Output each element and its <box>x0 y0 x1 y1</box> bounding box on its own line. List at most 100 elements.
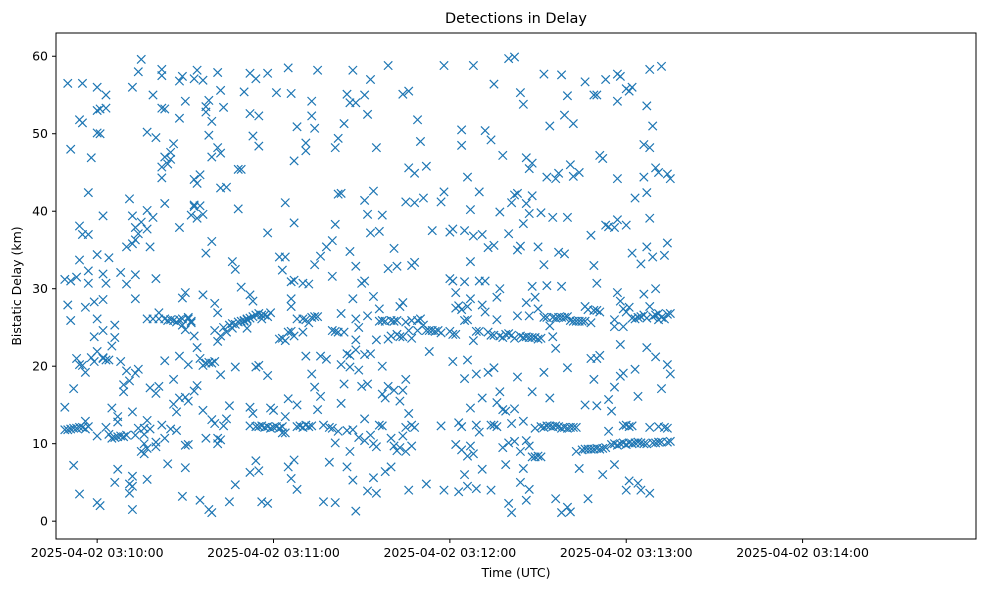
data-point <box>592 90 602 100</box>
data-point <box>274 423 285 433</box>
data-point <box>459 373 470 384</box>
data-point <box>468 60 479 71</box>
data-point <box>74 489 85 499</box>
data-point <box>142 205 152 216</box>
data-point <box>345 446 355 457</box>
data-point <box>383 381 393 391</box>
data-point <box>160 104 170 114</box>
data-point <box>398 89 408 99</box>
data-point <box>101 90 111 100</box>
data-point <box>330 143 340 153</box>
data-point <box>348 475 358 485</box>
data-point <box>92 105 102 116</box>
data-point <box>301 351 311 361</box>
data-point <box>248 296 258 306</box>
data-point <box>166 315 176 325</box>
data-point <box>339 327 349 337</box>
data-point <box>459 470 470 480</box>
data-point <box>612 96 623 106</box>
data-point <box>389 385 399 395</box>
data-point <box>198 290 208 300</box>
data-point <box>477 464 487 474</box>
data-point <box>465 205 476 215</box>
data-point <box>263 370 273 381</box>
data-point <box>436 421 446 431</box>
data-point <box>368 473 379 483</box>
data-point <box>257 497 267 507</box>
data-point <box>239 87 249 97</box>
data-point <box>354 365 364 375</box>
data-point <box>486 135 496 145</box>
data-point <box>556 281 567 292</box>
data-point <box>404 86 414 96</box>
data-point <box>612 215 623 225</box>
data-point <box>348 65 358 75</box>
data-point <box>130 235 140 245</box>
data-point <box>280 336 290 346</box>
data-point <box>180 96 190 106</box>
data-point <box>360 195 370 205</box>
data-point <box>504 329 514 339</box>
data-point <box>104 253 114 263</box>
data-point <box>254 360 264 371</box>
data-point <box>595 350 605 360</box>
data-point <box>636 259 646 269</box>
data-point <box>174 76 185 86</box>
data-point <box>151 388 161 398</box>
data-point <box>160 198 170 209</box>
data-point <box>107 341 117 351</box>
data-point <box>351 98 361 108</box>
data-point <box>598 443 608 453</box>
data-point <box>127 211 138 221</box>
data-point <box>63 300 73 310</box>
data-point <box>330 326 340 336</box>
y-tick-label: 20 <box>32 359 48 374</box>
data-point <box>166 424 176 434</box>
data-point <box>139 439 149 449</box>
data-point <box>527 332 537 343</box>
data-point <box>71 353 82 364</box>
data-point <box>207 116 217 126</box>
data-point <box>580 316 590 326</box>
data-point <box>551 343 561 354</box>
data-point <box>368 291 379 302</box>
data-point <box>301 138 311 148</box>
data-point <box>601 442 611 453</box>
data-point <box>492 315 502 325</box>
data-point <box>530 423 540 433</box>
data-point <box>336 398 346 409</box>
data-point <box>210 298 220 309</box>
data-point <box>321 354 332 364</box>
data-point <box>133 364 143 374</box>
data-point <box>562 212 573 223</box>
data-point <box>324 457 334 467</box>
data-point <box>101 103 111 113</box>
data-point <box>386 462 396 472</box>
x-tick-label: 2025-04-02 03:11:00 <box>207 545 340 560</box>
data-point <box>609 459 620 470</box>
data-point <box>595 307 605 317</box>
data-point <box>236 282 246 292</box>
data-point <box>489 79 499 89</box>
data-point <box>195 353 205 364</box>
data-point <box>207 358 217 368</box>
data-point <box>451 287 461 298</box>
data-point <box>292 400 302 410</box>
data-point <box>360 414 370 424</box>
data-point <box>659 422 670 433</box>
data-point <box>283 394 293 404</box>
data-point <box>489 420 499 430</box>
data-point <box>645 143 655 153</box>
data-point <box>418 193 429 203</box>
x-tick-label: 2025-04-02 03:13:00 <box>560 545 693 560</box>
data-point <box>77 118 88 128</box>
data-point <box>592 401 602 411</box>
data-point <box>465 256 476 267</box>
data-point <box>204 95 214 106</box>
data-point <box>539 312 549 323</box>
data-point <box>254 308 264 319</box>
data-point <box>130 294 140 304</box>
data-point <box>201 107 211 117</box>
data-point <box>506 198 517 208</box>
data-point <box>210 418 220 429</box>
